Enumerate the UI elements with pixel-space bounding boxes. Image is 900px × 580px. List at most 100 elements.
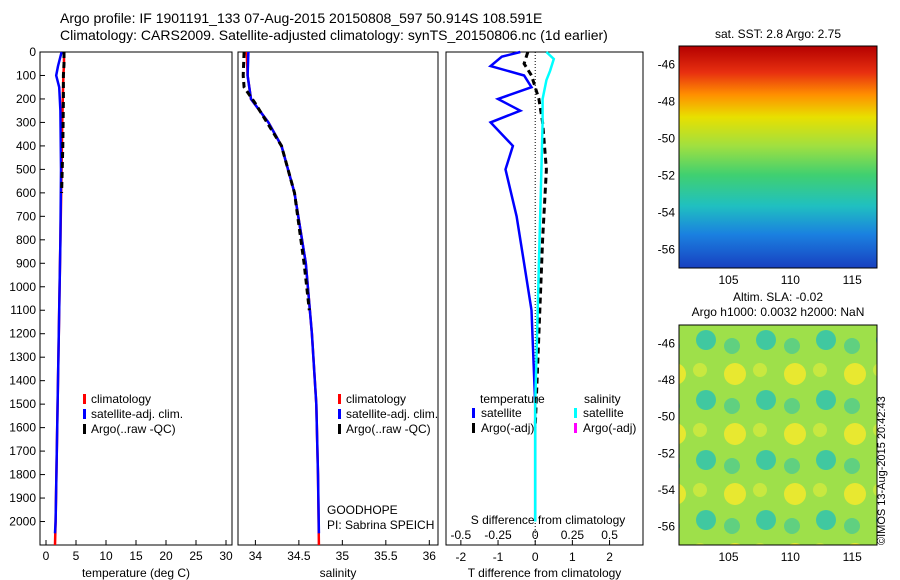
sla-map-ytick-label-2: -50 xyxy=(658,410,676,424)
diff-xtick-label-2: 0 xyxy=(532,550,539,564)
sal-legend-swatch-1 xyxy=(338,409,341,419)
sst-map-xtick-label-1: 110 xyxy=(781,273,800,287)
temp-ytick-label-7: 700 xyxy=(16,209,36,223)
diff-series-line-2 xyxy=(533,51,556,522)
sal-annotation-0: GOODHOPE xyxy=(327,503,398,517)
imos-timestamp: ©IMOS 13-Aug-2015 20:42:43 xyxy=(876,396,888,545)
sal-legend-swatch-0 xyxy=(338,394,341,404)
temp-legend-label-0: climatology xyxy=(91,392,151,406)
diff-s-tick-label-1: -0.25 xyxy=(484,528,512,542)
temp-ytick-label-10: 1000 xyxy=(9,280,36,294)
temp-ytick-label-12: 1200 xyxy=(9,327,36,341)
diff-xtick-label-0: -2 xyxy=(456,550,467,564)
sla-map-ytick-label-3: -52 xyxy=(658,446,676,460)
diff-legend-left-label-1: Argo(-adj) xyxy=(481,421,534,435)
temp-xtick-label-5: 25 xyxy=(189,549,203,563)
sal-xtick-label-2: 35 xyxy=(336,549,350,563)
temp-legend-label-1: satellite-adj. clim. xyxy=(91,407,183,421)
temp-xtick-label-1: 5 xyxy=(73,549,80,563)
diff-legend-left-label-0: satellite xyxy=(481,406,522,420)
diff-series-line-0 xyxy=(487,50,537,522)
diff-s-tick-label-0: -0.5 xyxy=(451,528,472,542)
temp-x-axis-label: temperature (deg C) xyxy=(82,566,190,580)
temp-ytick-label-13: 1300 xyxy=(9,350,36,364)
temp-ytick-label-5: 500 xyxy=(16,162,36,176)
temp-xtick-label-4: 20 xyxy=(159,549,173,563)
diff-xtick-label-3: 1 xyxy=(569,550,576,564)
temp-ytick-label-0: 0 xyxy=(29,45,36,59)
temp-ytick-label-6: 600 xyxy=(16,186,36,200)
sst-map-ytick-label-2: -50 xyxy=(658,132,676,146)
temp-legend-swatch-2 xyxy=(83,424,86,434)
diff-legend-header-0: temperature xyxy=(480,392,545,406)
sal-annotation-1: PI: Sabrina SPEICH xyxy=(327,518,434,532)
temp-ytick-label-8: 800 xyxy=(16,233,36,247)
diff-legend-left-swatch-1 xyxy=(472,423,475,433)
diff-xtick-label-4: 2 xyxy=(606,550,613,564)
diff-legend-header-1: salinity xyxy=(584,392,621,406)
sla-map-title-line-2: Argo h1000: 0.0032 h2000: NaN xyxy=(692,305,865,319)
temp-ytick-label-19: 1900 xyxy=(9,491,36,505)
temp-legend-label-2: Argo(..raw -QC) xyxy=(91,422,176,436)
diff-legend-right-label-1: Argo(-adj) xyxy=(583,421,636,435)
sst-map-ytick-label-4: -54 xyxy=(658,206,676,220)
temp-ytick-label-18: 1800 xyxy=(9,468,36,482)
temp-plot-frame xyxy=(39,51,233,546)
sal-xtick-label-0: 34 xyxy=(249,549,263,563)
sal-legend-label-0: climatology xyxy=(346,392,406,406)
temp-xtick-label-6: 30 xyxy=(219,549,233,563)
sal-xtick-label-4: 36 xyxy=(423,549,437,563)
sal-plot-frame xyxy=(237,51,439,546)
diff-legend-right-swatch-0 xyxy=(574,408,577,418)
sst-map-ytick-label-3: -52 xyxy=(658,169,676,183)
sla-map-frame xyxy=(678,324,878,546)
temp-ytick-label-3: 300 xyxy=(16,115,36,129)
sst-map-image xyxy=(679,46,877,268)
sst-map-xtick-label-2: 115 xyxy=(843,273,862,287)
sla-map-xtick-label-0: 105 xyxy=(718,550,738,564)
temp-xtick-label-2: 10 xyxy=(99,549,113,563)
sal-xtick-label-3: 35.5 xyxy=(374,549,398,563)
sst-map-frame xyxy=(678,45,878,269)
figure-title-line-1: Argo profile: IF 1901191_133 07-Aug-2015… xyxy=(60,10,543,26)
sst-map-ytick-label-1: -48 xyxy=(658,95,676,109)
figure-title-line-2: Climatology: CARS2009. Satellite-adjuste… xyxy=(60,27,608,43)
diff-s-tick-label-2: 0 xyxy=(532,528,539,542)
sla-map-title-line-1: Altim. SLA: -0.02 xyxy=(733,290,823,304)
sla-map-xtick-label-2: 115 xyxy=(843,550,862,564)
temp-ytick-label-14: 1400 xyxy=(9,374,36,388)
temp-ytick-label-20: 2000 xyxy=(9,515,36,529)
diff-xtick-label-1: -1 xyxy=(493,550,504,564)
temp-series-line-2 xyxy=(60,52,66,193)
diff-x-axis-label: T difference from climatology xyxy=(468,566,622,580)
diff-plot-frame xyxy=(445,51,644,546)
temp-legend-swatch-1 xyxy=(83,409,86,419)
sst-map-xtick-label-0: 105 xyxy=(718,273,738,287)
sal-series-line-2 xyxy=(241,51,311,311)
sal-legend-label-2: Argo(..raw -QC) xyxy=(346,422,431,436)
diff-s-axis-label: S difference from climatology xyxy=(471,513,626,527)
diff-s-tick-label-4: 0.5 xyxy=(601,528,618,542)
sal-xtick-label-1: 34.5 xyxy=(287,549,311,563)
temp-ytick-label-17: 1700 xyxy=(9,444,36,458)
temp-ytick-label-9: 900 xyxy=(16,256,36,270)
sla-map-ytick-label-1: -48 xyxy=(658,373,676,387)
temp-xtick-label-3: 15 xyxy=(129,549,143,563)
diff-legend-left-swatch-0 xyxy=(472,408,475,418)
diff-s-tick-label-3: 0.25 xyxy=(561,528,585,542)
temp-ytick-label-11: 1100 xyxy=(10,303,36,317)
sst-map-ytick-label-5: -56 xyxy=(658,243,676,257)
sal-x-axis-label: salinity xyxy=(320,566,357,580)
sla-map-ytick-label-5: -56 xyxy=(658,520,676,534)
diff-legend-right-swatch-1 xyxy=(574,423,577,433)
temp-legend-swatch-0 xyxy=(83,394,86,404)
sla-map-xtick-label-1: 110 xyxy=(781,550,800,564)
sal-legend-label-1: satellite-adj. clim. xyxy=(346,407,438,421)
diff-legend-right-label-0: satellite xyxy=(583,406,624,420)
temp-ytick-label-4: 400 xyxy=(16,139,36,153)
sla-map-image xyxy=(679,325,877,545)
sla-map-ytick-label-4: -54 xyxy=(658,483,676,497)
sst-map-title: sat. SST: 2.8 Argo: 2.75 xyxy=(715,27,841,41)
sla-map-ytick-label-0: -46 xyxy=(658,336,676,350)
